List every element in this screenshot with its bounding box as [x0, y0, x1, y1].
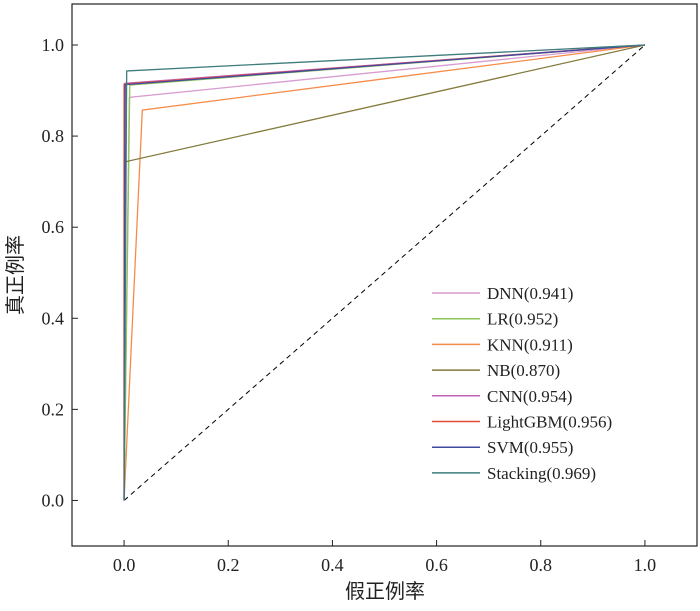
y-tick-label: 0.6	[42, 217, 65, 237]
legend-label: KNN(0.911)	[487, 335, 573, 354]
legend-label: CNN(0.954)	[487, 387, 572, 406]
y-axis-label: 真正例率	[4, 235, 27, 315]
y-tick-label: 0.4	[42, 308, 65, 328]
x-tick-label: 0.2	[217, 555, 240, 575]
legend-label: LightGBM(0.956)	[487, 413, 612, 432]
roc-curve-knn	[123, 44, 646, 501]
y-tick-label: 0.0	[42, 490, 65, 510]
x-tick-label: 0.4	[321, 555, 344, 575]
x-tick-label: 1.0	[634, 555, 657, 575]
x-tick-label: 0.0	[113, 555, 136, 575]
plot-frame	[71, 3, 698, 547]
legend-label: SVM(0.955)	[487, 438, 573, 457]
y-tick-label: 0.8	[42, 126, 65, 146]
legend-label: Stacking(0.969)	[487, 464, 596, 483]
x-tick-label: 0.8	[530, 555, 553, 575]
x-axis-label: 假正例率	[345, 580, 425, 603]
y-tick-label: 0.2	[42, 399, 65, 419]
diagonal-reference-line	[123, 44, 646, 501]
roc-curve-stacking	[123, 44, 645, 501]
legend-label: LR(0.952)	[487, 310, 558, 329]
legend-label: NB(0.870)	[487, 361, 560, 380]
y-tick-label: 1.0	[42, 35, 65, 55]
legend-label: DNN(0.941)	[487, 284, 573, 303]
x-tick-label: 0.6	[425, 555, 448, 575]
